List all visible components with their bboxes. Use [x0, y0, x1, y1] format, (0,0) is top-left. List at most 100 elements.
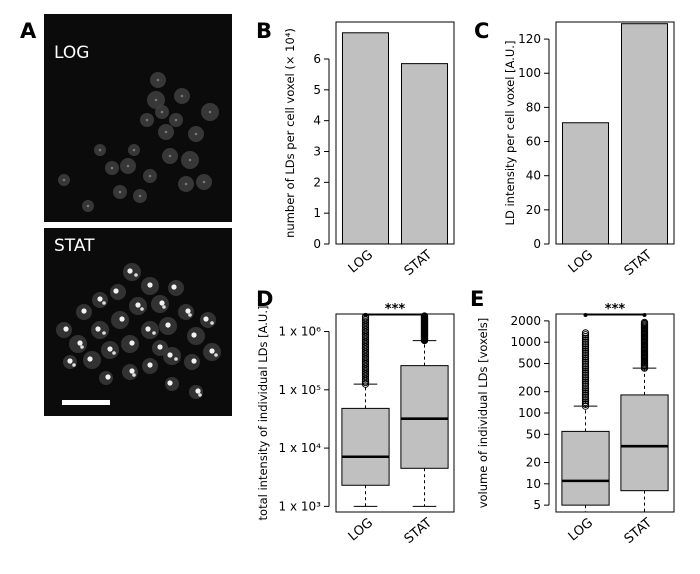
x-category-label-c: STAT — [622, 248, 655, 279]
lipid-droplet — [102, 331, 106, 335]
outlier-point-log — [581, 391, 590, 399]
outlier-point-log — [581, 360, 590, 368]
lipid-droplet — [202, 180, 206, 184]
chart-b: 0 1 2 3 4 5 6 LOG STAT number of LDs per cell vox… — [283, 21, 455, 279]
outlier-point-log — [581, 336, 590, 344]
plot-frame-b — [335, 21, 455, 245]
lipid-droplet — [86, 204, 90, 208]
lipid-droplet — [185, 308, 191, 314]
plot-frame-e — [555, 313, 675, 513]
lipid-droplet — [152, 331, 156, 335]
lipid-droplet — [147, 282, 153, 288]
outlier-point-log — [581, 332, 590, 341]
lipid-droplet — [138, 194, 142, 198]
outlier-point-log — [581, 343, 590, 352]
lipid-droplet — [129, 340, 135, 346]
significance-end-e — [583, 313, 588, 317]
lipid-droplet — [159, 300, 165, 306]
outlier-point-log — [581, 373, 590, 381]
y-tick-label-c: 80 — [526, 100, 541, 114]
significance-label-d: *** — [385, 302, 406, 317]
y-axis-label-d: total intensity of individual LDs [A.U.] — [256, 306, 270, 521]
lipid-droplet — [81, 308, 87, 314]
y-tick-label-e: 10 — [526, 477, 541, 491]
lipid-droplet — [148, 174, 152, 178]
outlier-point-log — [581, 380, 590, 388]
y-tick-label-e: 2000 — [510, 314, 541, 328]
outlier-point-log — [581, 347, 590, 355]
lipid-droplet — [162, 305, 166, 309]
lipid-droplet — [198, 393, 202, 397]
lipid-droplet — [135, 302, 141, 308]
outlier-point-log — [581, 382, 590, 390]
y-axis-label-c: LD intensity per cell voxel [A.U.] — [503, 41, 517, 226]
outlier-point-log — [581, 386, 590, 394]
outlier-point-log — [581, 345, 590, 354]
outlier-point-log — [581, 389, 590, 397]
lipid-droplet — [180, 94, 184, 98]
significance-end-d — [422, 313, 427, 317]
lipid-droplet — [107, 346, 113, 352]
lipid-droplet — [145, 118, 149, 122]
outlier-point-log — [581, 354, 590, 363]
lipid-droplet — [118, 190, 122, 194]
lipid-droplet — [72, 363, 76, 367]
panel-label-d: D — [256, 287, 273, 311]
scale-bar — [62, 400, 110, 405]
lipid-droplet — [119, 316, 125, 322]
y-tick-label-d: 1 x 10⁴ — [279, 441, 322, 455]
outlier-point-stat — [640, 318, 649, 327]
lipid-droplet — [191, 332, 197, 338]
lipid-droplet — [194, 132, 198, 136]
y-tick-label-d: 1 x 10⁵ — [279, 383, 322, 397]
y-tick-label-e: 5 — [533, 498, 541, 512]
outlier-point-log — [581, 349, 590, 357]
lipid-droplet — [157, 344, 163, 350]
outlier-point-log — [581, 369, 590, 377]
lipid-droplet — [188, 313, 192, 317]
outlier-point-log — [581, 351, 590, 359]
y-tick-label-b: 4 — [313, 114, 321, 128]
lipid-droplet — [165, 322, 171, 328]
lipid-droplet — [77, 340, 83, 346]
box-stat — [620, 394, 669, 492]
chart-e: 5 10 20 50 100 200 500 1000 2000 LOG STAT *** volume… — [476, 302, 675, 547]
outlier-point-log — [581, 364, 590, 372]
lipid-droplet — [160, 110, 164, 114]
lipid-droplet — [113, 288, 119, 294]
x-category-label-e: LOG — [566, 516, 596, 545]
y-tick-label-e: 100 — [518, 406, 541, 420]
y-tick-label-d: 1 x 10⁶ — [279, 325, 322, 339]
lipid-droplet — [134, 273, 138, 277]
bar-stat — [400, 63, 449, 245]
lipid-droplet — [129, 368, 135, 374]
y-tick-label-c: 20 — [526, 203, 541, 217]
significance-end-e — [642, 313, 647, 317]
lipid-droplet — [214, 353, 218, 357]
lipid-droplet — [195, 388, 201, 394]
x-category-label-e: STAT — [622, 516, 655, 547]
plot-frame-d — [335, 313, 455, 513]
outlier-point-log — [581, 329, 590, 337]
bar-log — [561, 122, 610, 245]
bar-stat — [620, 23, 669, 245]
outlier-point-log — [581, 398, 590, 407]
y-tick-label-b: 5 — [313, 83, 321, 97]
lipid-droplet — [191, 358, 197, 364]
micrograph-log-cells — [58, 72, 219, 212]
lipid-droplet — [87, 356, 93, 362]
panel-label-a: A — [20, 19, 37, 43]
outlier-point-log — [581, 402, 590, 410]
y-tick-label-c: 0 — [533, 237, 541, 251]
micrograph-log-label: LOG — [54, 43, 89, 63]
lipid-droplet — [95, 326, 101, 332]
lipid-droplet — [140, 307, 144, 311]
x-category-label-d: LOG — [346, 516, 376, 545]
lipid-droplet — [184, 182, 188, 186]
outlier-point-log — [581, 367, 590, 376]
outlier-point-log — [581, 340, 590, 348]
outlier-point-log — [581, 342, 590, 350]
y-tick-label-d: 1 x 10³ — [279, 499, 322, 513]
outlier-point-log — [581, 387, 590, 396]
significance-label-e: *** — [605, 302, 626, 317]
